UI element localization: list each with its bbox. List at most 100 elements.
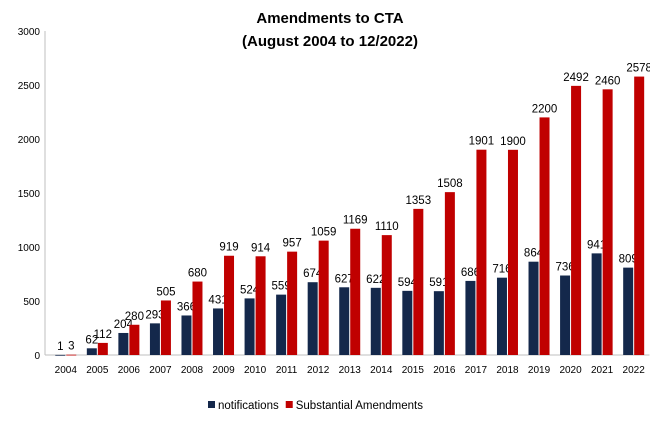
bar-notifications [118, 332, 129, 355]
data-label: 505 [156, 286, 175, 298]
bar-substantial-amendments [192, 281, 203, 355]
x-tick-label: 2009 [212, 365, 235, 376]
data-label: 1901 [469, 136, 495, 148]
x-tick-label: 2017 [465, 365, 488, 376]
bar-substantial-amendments [381, 235, 392, 355]
bar-substantial-amendments [318, 240, 329, 355]
data-label: 941 [587, 239, 606, 251]
bar-notifications [244, 298, 255, 355]
x-tick-label: 2006 [118, 365, 141, 376]
bar-notifications [496, 277, 507, 355]
bar-notifications [370, 287, 381, 355]
bar-substantial-amendments [66, 354, 77, 356]
y-tick-label: 2000 [18, 135, 41, 146]
x-tick-label: 2010 [244, 365, 267, 376]
bar-notifications [276, 294, 287, 355]
data-label: 686 [461, 267, 480, 279]
y-axis: 0 500 1000 1500 2000 2500 3000 [18, 27, 650, 362]
data-label: 559 [272, 281, 291, 293]
data-label: 914 [251, 242, 271, 254]
data-label: 112 [94, 329, 112, 341]
chart-title-line-1: Amendments to CTA [256, 10, 403, 27]
x-tick-label: 2004 [55, 365, 78, 376]
bar-notifications [591, 253, 602, 355]
data-label: 594 [398, 277, 418, 289]
chart-title-line-2: (August 2004 to 12/2022) [242, 33, 418, 50]
data-label: 622 [366, 274, 385, 286]
bar-notifications [465, 280, 476, 355]
bar-substantial-amendments [224, 255, 235, 355]
bar-substantial-amendments [602, 89, 613, 355]
x-axis: 2004 2005 2006 2007 2008 2009 2010 2011 2012 2013… [55, 365, 646, 376]
bar-notifications [560, 275, 571, 355]
x-tick-label: 2016 [433, 365, 456, 376]
y-tick-label: 1500 [18, 189, 41, 200]
x-tick-label: 2022 [623, 365, 646, 376]
legend-swatch [208, 401, 215, 408]
bar-notifications [402, 290, 413, 355]
data-label: 919 [219, 242, 238, 254]
bar-substantial-amendments [413, 208, 424, 355]
legend-swatch [285, 401, 293, 408]
bar-notifications [307, 282, 318, 355]
y-tick-label: 3000 [18, 27, 41, 38]
data-label: 864 [524, 248, 544, 260]
bar-notifications [433, 291, 444, 355]
data-label: 809 [619, 254, 638, 266]
bar-notifications [528, 261, 539, 355]
legend-label: notifications [218, 400, 279, 412]
data-label: 524 [240, 284, 260, 296]
y-tick-label: 0 [34, 351, 40, 362]
bar-substantial-amendments [539, 117, 550, 356]
data-label: 2460 [595, 75, 621, 87]
bar-substantial-amendments [97, 342, 108, 355]
data-label: 674 [303, 268, 323, 280]
data-label: 1353 [406, 195, 432, 207]
data-label: 293 [145, 309, 164, 321]
y-tick-label: 500 [23, 297, 40, 308]
x-tick-label: 2019 [528, 365, 551, 376]
data-label: 280 [125, 311, 144, 323]
data-label: 680 [188, 268, 207, 280]
y-tick-label: 2500 [18, 81, 41, 92]
data-label: 62 [85, 334, 98, 346]
x-tick-label: 2012 [307, 365, 330, 376]
bar-substantial-amendments [634, 76, 645, 356]
x-tick-label: 2008 [181, 365, 204, 376]
data-label: 1900 [500, 136, 526, 148]
data-label: 591 [429, 277, 448, 289]
data-label: 431 [208, 294, 227, 306]
x-tick-label: 2005 [86, 365, 109, 376]
bar-substantial-amendments [507, 149, 518, 355]
data-label: 1 [57, 341, 63, 353]
bar-substantial-amendments [129, 324, 140, 355]
x-tick-label: 2020 [559, 365, 582, 376]
y-tick-label: 1000 [18, 243, 41, 254]
x-tick-label: 2018 [496, 365, 519, 376]
data-label: 627 [335, 273, 354, 285]
data-label: 736 [555, 262, 574, 274]
bar-notifications [55, 354, 66, 356]
x-tick-label: 2014 [370, 365, 393, 376]
x-tick-label: 2015 [402, 365, 425, 376]
x-tick-label: 2021 [591, 365, 614, 376]
bar-substantial-amendments [350, 228, 361, 355]
data-label: 1110 [375, 221, 399, 233]
data-label: 716 [492, 264, 511, 276]
x-tick-label: 2013 [339, 365, 362, 376]
data-label: 2578 [626, 63, 650, 75]
bar-notifications [149, 323, 160, 355]
bar-notifications [86, 348, 97, 355]
bar-substantial-amendments [287, 251, 298, 355]
data-label: 1059 [311, 227, 337, 239]
bar-substantial-amendments [160, 300, 171, 355]
data-label: 204 [114, 319, 134, 331]
bar-substantial-amendments [476, 149, 487, 355]
x-tick-label: 2011 [276, 365, 298, 376]
legend-label: Substantial Amendments [296, 400, 423, 412]
bar-notifications [339, 287, 350, 355]
bar-substantial-amendments [255, 256, 266, 355]
x-tick-label: 2007 [149, 365, 172, 376]
